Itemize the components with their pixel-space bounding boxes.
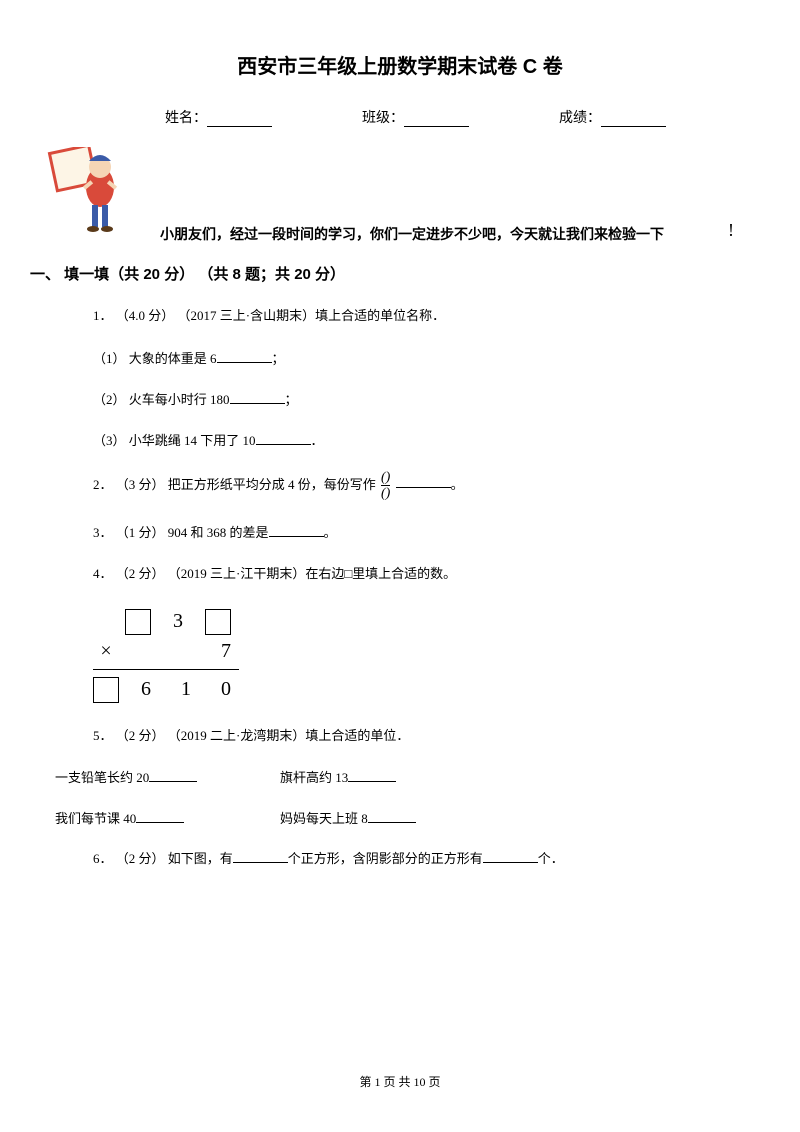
q6-blank1[interactable] [233, 862, 288, 863]
q1-sub2-tail: ； [285, 392, 298, 407]
page-title: 西安市三年级上册数学期末试卷 C 卷 [85, 50, 715, 79]
q4-r1-box1[interactable] [125, 609, 151, 635]
q4-r1c2: 3 [165, 610, 191, 633]
class-label: 班级： [362, 107, 404, 127]
q4-times: × [93, 640, 119, 663]
q4-multiplication: 3 × 7 6 1 0 [93, 606, 239, 706]
q1-sub2-text: （2） 火车每小时行 180 [93, 392, 230, 407]
q6-blank2[interactable] [483, 862, 538, 863]
name-label: 姓名： [165, 107, 207, 127]
q5-l2b: 妈妈每天上班 8 [280, 811, 368, 826]
intro-text: 小朋友们，经过一段时间的学习，你们一定进步不少吧，今天就让我们来检验一下 [160, 224, 664, 244]
score-blank[interactable] [601, 111, 666, 127]
q6: 6． （2 分） 如下图，有 个正方形，含阴影部分的正方形有 个． [93, 849, 715, 869]
q5-l2b-blank[interactable] [368, 822, 416, 823]
q5-l1a: 一支铅笔长约 20 [55, 770, 149, 785]
q5-line1: 一支铅笔长约 20 旗杆高约 13 [55, 767, 715, 786]
q1-sub3-tail: ． [311, 433, 324, 448]
q6-pre: 6． （2 分） 如下图，有 [93, 851, 233, 866]
q1-sub3-text: （3） 小华跳绳 14 下用了 10 [93, 433, 256, 448]
q2-blank[interactable] [396, 487, 451, 488]
q3-post: 。 [324, 525, 337, 540]
q2-frac-den: () [381, 485, 390, 501]
class-blank[interactable] [404, 111, 469, 127]
q1-sub1-tail: ； [272, 351, 285, 366]
q4-row3: 6 1 0 [93, 674, 239, 706]
q4-r3c4: 0 [213, 678, 239, 701]
q4-r3c2: 6 [133, 678, 159, 701]
q4-r1-box2[interactable] [205, 609, 231, 635]
q4-r2c3: 7 [213, 640, 239, 663]
q1-sub1-blank[interactable] [217, 362, 272, 363]
q2: 2． （3 分） 把正方形纸平均分成 4 份，每份写作 () () 。 [93, 471, 715, 501]
student-info-row: 姓名： 班级： 成绩： [85, 107, 715, 127]
q4-row1: 3 [93, 606, 239, 638]
q1-sub2: （2） 火车每小时行 180 ； [93, 389, 715, 408]
q5-l2a-blank[interactable] [136, 822, 184, 823]
q5-l1a-blank[interactable] [149, 781, 197, 782]
section-1-header: 一、 填一填（共 20 分） （共 8 题；共 20 分） [30, 263, 715, 284]
q4-stem: 4． （2 分） （2019 三上·江干期末）在右边□里填上合适的数。 [93, 564, 715, 584]
page-footer: 第 1 页 共 10 页 [0, 1073, 800, 1090]
q3-blank[interactable] [269, 536, 324, 537]
q5-line2: 我们每节课 40 妈妈每天上班 8 [55, 808, 715, 827]
name-blank[interactable] [207, 111, 272, 127]
q2-frac-num: () [381, 471, 390, 485]
score-label: 成绩： [559, 107, 601, 127]
q1-sub2-blank[interactable] [230, 403, 285, 404]
heart-icon: ! [728, 220, 750, 241]
q3: 3． （1 分） 904 和 368 的差是 。 [93, 523, 715, 543]
q2-pre: 2． （3 分） 把正方形纸平均分成 4 份，每份写作 [93, 476, 379, 491]
q1-sub3: （3） 小华跳绳 14 下用了 10 ． [93, 430, 715, 449]
mascot-icon [45, 147, 155, 242]
q5-stem: 5． （2 分） （2019 二上·龙湾期末）填上合适的单位． [93, 726, 715, 746]
q3-pre: 3． （1 分） 904 和 368 的差是 [93, 525, 269, 540]
q4-row2: × 7 [93, 638, 239, 670]
intro-block: 小朋友们，经过一段时间的学习，你们一定进步不少吧，今天就让我们来检验一下 ! [85, 152, 715, 257]
q5-l1b: 旗杆高约 13 [280, 770, 348, 785]
q2-fraction: () () [381, 471, 390, 501]
q1-sub3-blank[interactable] [256, 444, 311, 445]
q5-l1b-blank[interactable] [348, 781, 396, 782]
q2-post: 。 [451, 476, 464, 491]
q6-post: 个． [538, 851, 564, 866]
q1-sub1-text: （1） 大象的体重是 6 [93, 351, 217, 366]
q1-stem: 1． （4.0 分） （2017 三上·含山期末）填上合适的单位名称． [93, 306, 715, 326]
q5-l2a: 我们每节课 40 [55, 811, 136, 826]
q4-r3-box[interactable] [93, 677, 119, 703]
q1-sub1: （1） 大象的体重是 6 ； [93, 348, 715, 367]
q6-mid: 个正方形，含阴影部分的正方形有 [288, 851, 483, 866]
q4-r3c3: 1 [173, 678, 199, 701]
